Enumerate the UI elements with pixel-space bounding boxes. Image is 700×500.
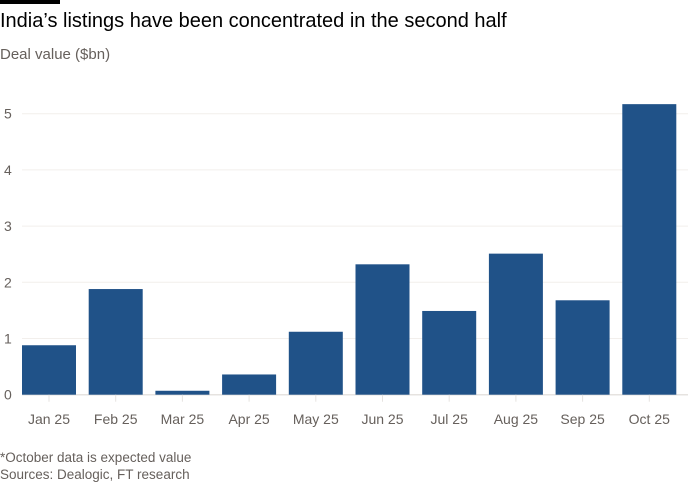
x-tick-label: Apr 25	[228, 411, 269, 427]
y-tick-label: 3	[4, 218, 12, 234]
y-tick-label: 4	[4, 162, 12, 178]
y-tick-label: 2	[4, 274, 12, 290]
bar-aug-25	[488, 253, 543, 395]
bar-mar-25	[155, 390, 210, 395]
chart-title: India’s listings have been concentrated …	[0, 10, 507, 32]
x-tick-label: Jun 25	[361, 411, 403, 427]
footnote: *October data is expected value	[0, 450, 192, 465]
bar-sep-25	[555, 300, 610, 395]
bar-jun-25	[355, 264, 410, 395]
x-tick-label: Sep 25	[560, 411, 605, 427]
bar-may-25	[288, 331, 343, 395]
x-tick-label: Mar 25	[161, 411, 205, 427]
x-tick-label: Feb 25	[94, 411, 138, 427]
y-tick-label: 0	[4, 387, 12, 403]
x-tick-label: Jan 25	[28, 411, 70, 427]
bar-oct-25	[622, 104, 677, 395]
x-tick-label: Jul 25	[431, 411, 469, 427]
bar-apr-25	[222, 374, 277, 395]
x-tick-label: Aug 25	[494, 411, 539, 427]
x-tick-label: Oct 25	[629, 411, 670, 427]
bar-feb-25	[88, 289, 143, 395]
y-axis-label: Deal value ($bn)	[0, 46, 111, 63]
bar-jul-25	[422, 310, 477, 395]
source-note: Sources: Dealogic, FT research	[0, 467, 190, 482]
x-tick-label: May 25	[293, 411, 339, 427]
y-tick-label: 5	[4, 106, 12, 122]
y-tick-label: 1	[4, 331, 12, 347]
bar-jan-25	[22, 345, 76, 395]
brand-bar	[0, 0, 60, 4]
